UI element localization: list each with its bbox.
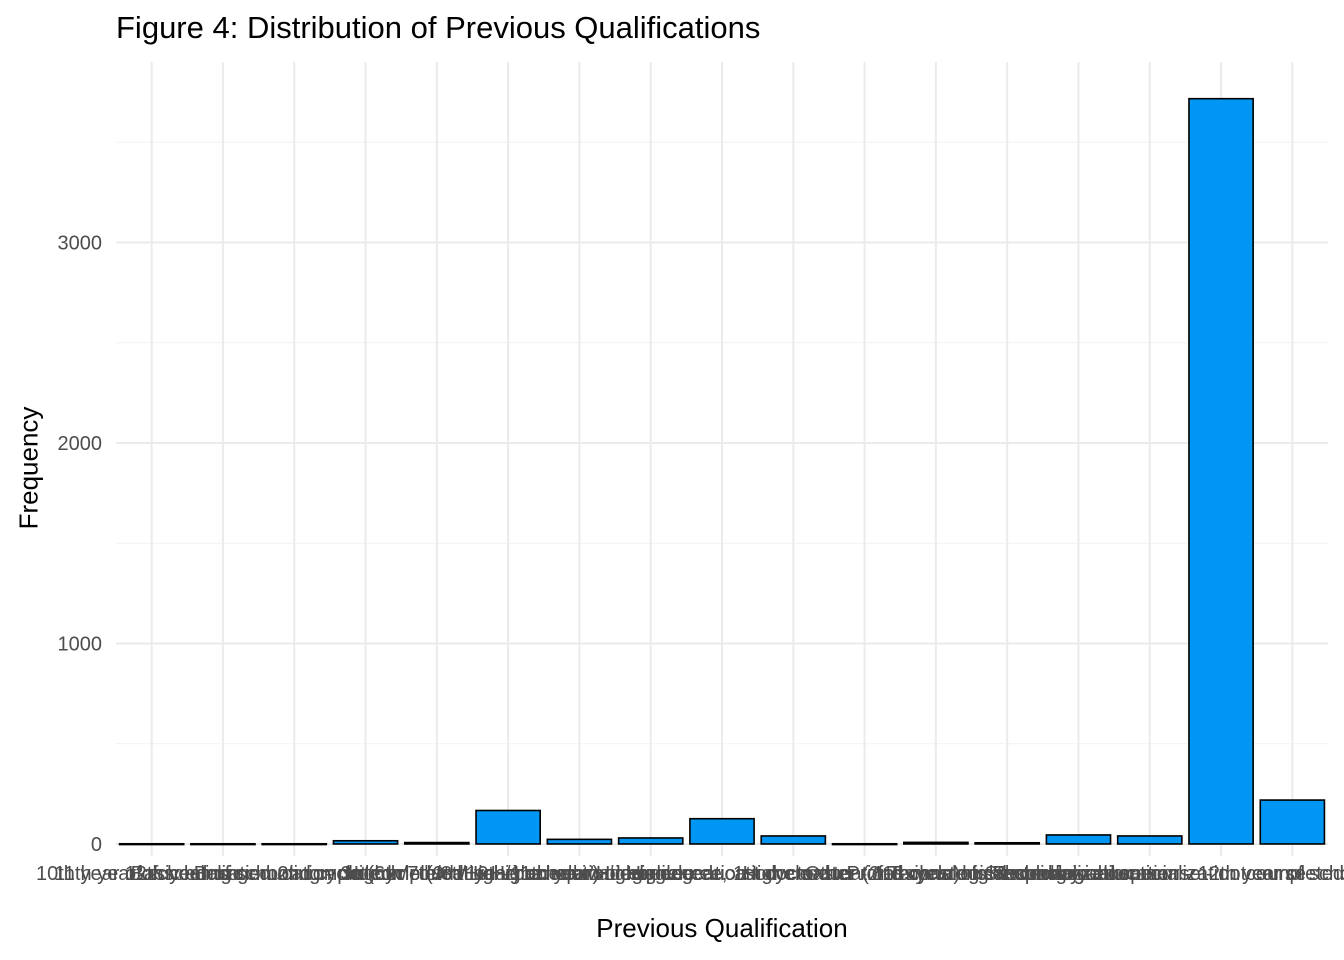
x-tick-label: Higher education - master (2nd cycle)	[627, 863, 960, 885]
y-tick-label: 2000	[58, 433, 103, 455]
bar	[261, 842, 328, 846]
bar	[617, 837, 684, 845]
x-tick-label: Technological specialization course - no…	[888, 863, 1344, 885]
y-tick-label: 1000	[58, 633, 103, 655]
x-tick-label: 11th year of schooling - not completed	[54, 863, 392, 885]
y-tick-label: 0	[91, 834, 102, 856]
bar	[689, 817, 755, 845]
x-tick-label: Technological specialization course	[994, 863, 1306, 885]
x-tick-label: 12th year of schooling - not completed	[125, 863, 464, 885]
chart-title: Figure 4: Distribution of Previous Quali…	[116, 10, 761, 45]
bar	[831, 842, 898, 846]
bars	[118, 97, 1326, 846]
x-tick-label: Secondary education - 12th year of schoo…	[992, 863, 1344, 885]
x-tick-label: Secondary education	[985, 863, 1173, 885]
bar	[332, 839, 399, 845]
bar	[546, 838, 613, 845]
y-tick-label: 3000	[58, 232, 103, 254]
x-tick-label: Higher education - doctorate	[596, 863, 848, 885]
bar	[403, 841, 470, 845]
y-axis-label: Frequency	[13, 406, 44, 530]
bar	[1116, 835, 1183, 845]
bar	[760, 835, 827, 845]
x-tick-label: Basic education 2nd cycle (6th/7th/8th y…	[131, 863, 601, 885]
x-tick-label: 10th year of schooling	[36, 863, 232, 885]
x-tick-label: Higher education - degree	[464, 863, 695, 885]
y-tick-labels: 0 1000 2000 3000	[58, 232, 103, 856]
bar	[974, 841, 1041, 845]
x-tick-label: Higher education - master's	[743, 863, 987, 885]
bar	[902, 841, 969, 845]
x-tick-label: Higher education - degree, 1st cycle	[491, 863, 811, 885]
x-axis-label: Previous Qualification	[596, 913, 848, 943]
x-tick-label: Basic education 3rd cycle (9th/10th/11th…	[194, 863, 680, 885]
grid-lines	[116, 62, 1328, 856]
bar	[190, 842, 256, 846]
x-tick-label: Other - 11th year of schooling	[805, 863, 1067, 885]
x-tick-label: Higher education - bachelor's degree	[344, 863, 671, 885]
bar	[475, 809, 542, 845]
bar	[1188, 97, 1254, 845]
bar	[1259, 799, 1326, 845]
x-tick-label: Professional higher technical course	[847, 863, 1168, 885]
bar	[1045, 834, 1112, 845]
bar	[118, 842, 185, 846]
